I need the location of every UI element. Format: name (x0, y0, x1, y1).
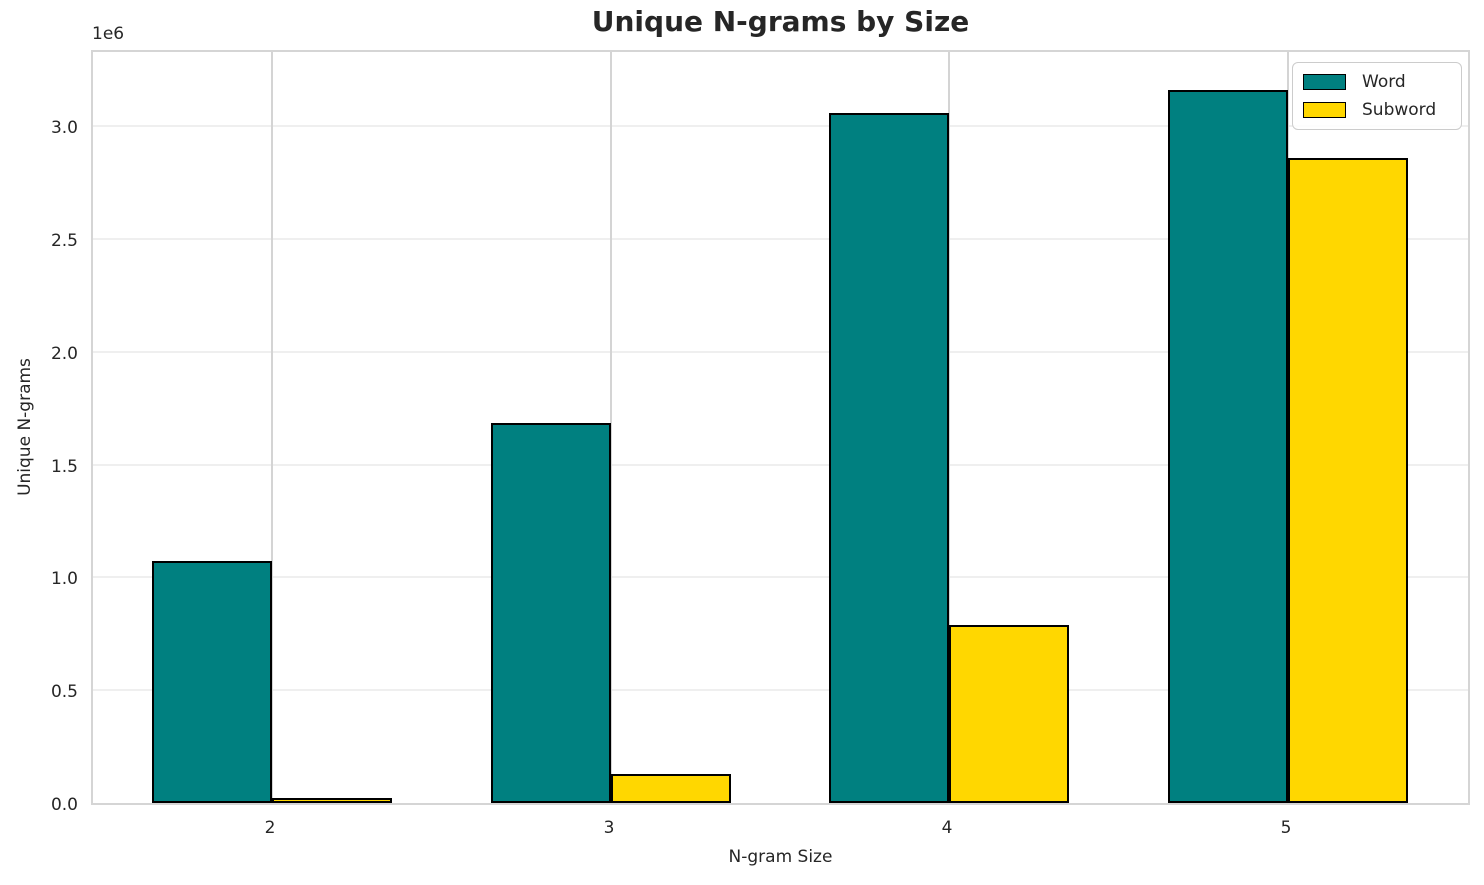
y-tick-label: 0.0 (50, 795, 78, 815)
bar-word-3 (491, 423, 611, 803)
x-axis-label: N-gram Size (728, 847, 833, 867)
y-gridline (93, 464, 1468, 466)
x-tick-label: 5 (1280, 818, 1292, 838)
y-tick-label: 1.5 (50, 457, 78, 477)
legend-item-subword: Subword (1303, 100, 1451, 120)
plot-area (91, 50, 1470, 805)
y-tick-label: 3.0 (50, 118, 78, 138)
bar-word-5 (1168, 90, 1288, 803)
y-gridline (93, 576, 1468, 578)
y-axis-offset-text: 1e6 (92, 24, 125, 44)
bar-subword-3 (611, 774, 731, 803)
y-gridline (93, 689, 1468, 691)
x-tick-label: 3 (603, 818, 615, 838)
y-tick-label: 2.5 (50, 231, 78, 251)
legend-swatch-word (1303, 74, 1346, 90)
bar-word-2 (152, 561, 272, 803)
bar-subword-5 (1288, 158, 1408, 803)
y-gridline (93, 125, 1468, 127)
legend: Word Subword (1292, 62, 1462, 130)
y-gridline (93, 238, 1468, 240)
y-gridline (93, 351, 1468, 353)
legend-item-word: Word (1303, 72, 1451, 92)
bar-word-4 (829, 113, 949, 803)
x-tick-label: 4 (941, 818, 953, 838)
legend-label-word: Word (1362, 72, 1406, 92)
y-tick-label: 2.0 (50, 344, 78, 364)
y-tick-label: 0.5 (50, 682, 78, 702)
bar-subword-4 (949, 625, 1069, 803)
chart-title: Unique N-grams by Size (591, 5, 970, 38)
x-gridline (271, 52, 273, 803)
legend-label-subword: Subword (1362, 100, 1437, 120)
legend-swatch-subword (1303, 102, 1346, 118)
x-gridline (610, 52, 612, 803)
bar-subword-2 (272, 798, 392, 803)
x-gridline (948, 52, 950, 803)
y-tick-label: 1.0 (50, 569, 78, 589)
x-tick-label: 2 (264, 818, 276, 838)
